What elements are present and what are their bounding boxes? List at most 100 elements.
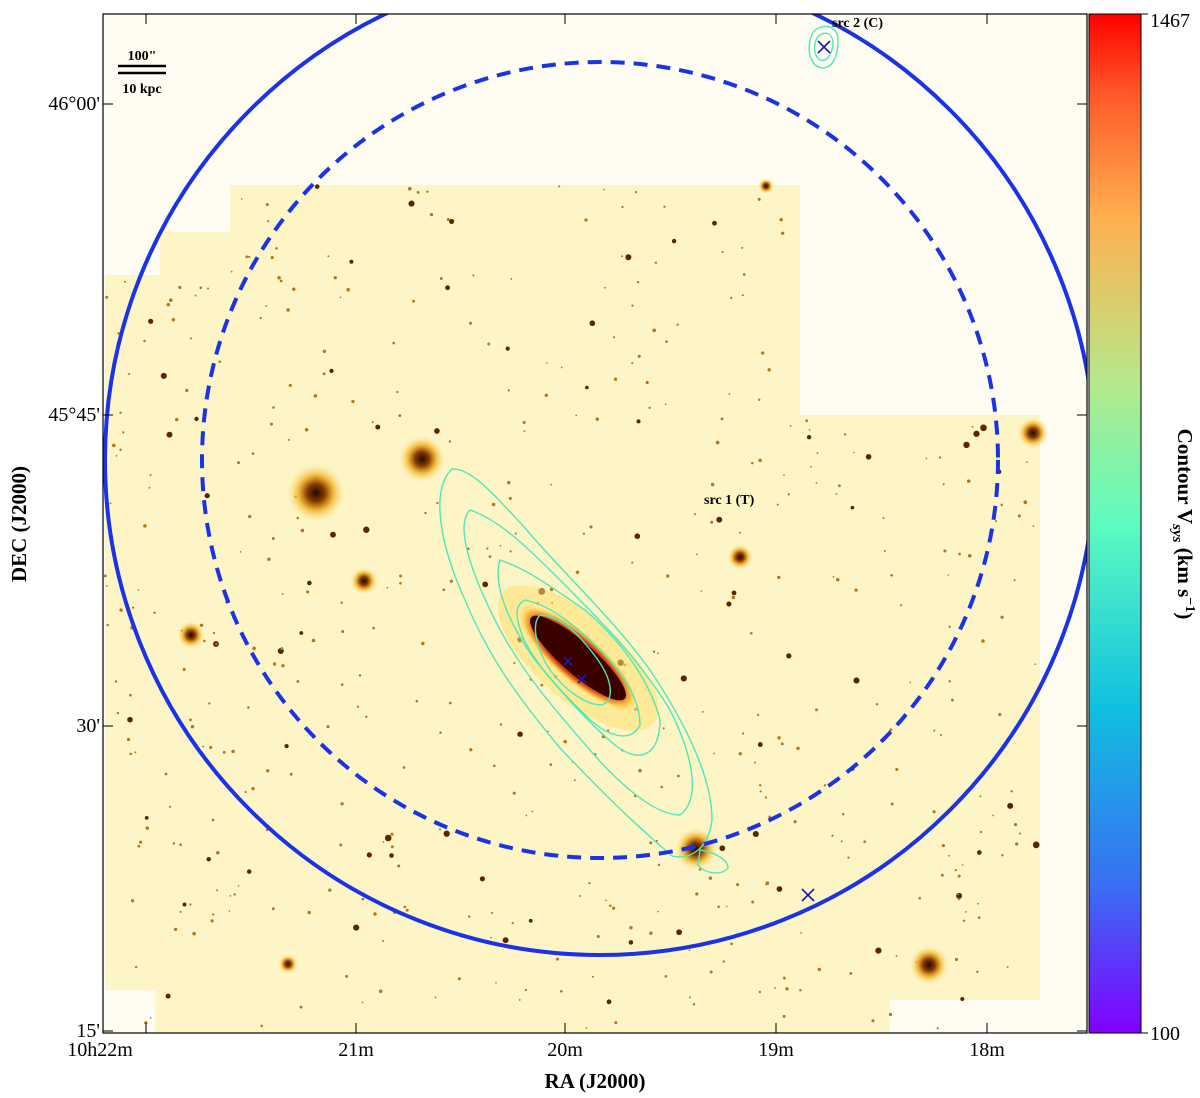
field-star [211,818,215,822]
scale-bar-physical: 10 kpc [122,82,161,97]
bright-star [286,463,346,523]
field-star [589,525,593,529]
field-star [105,295,109,299]
field-star [179,910,182,913]
field-star [523,430,526,433]
field-star [436,501,439,505]
field-star [311,638,316,643]
field-star [636,419,641,424]
field-star [973,430,980,437]
field-star [971,425,974,428]
field-star [185,388,189,393]
dec-tick-label: 15' [76,1020,100,1042]
field-star [606,999,612,1005]
field-star [918,896,921,900]
field-star [169,298,173,302]
field-star [189,718,192,722]
field-star [248,514,252,519]
field-star [961,864,964,866]
field-star [300,528,305,533]
field-star [994,520,997,523]
field-star [251,452,255,455]
field-star [954,957,959,962]
field-star [103,574,107,578]
field-star [390,832,394,836]
field-star [677,774,680,778]
field-star [701,710,704,713]
field-star [507,480,511,485]
bright-star [398,435,446,483]
field-star [662,727,665,730]
field-star [708,876,713,880]
field-star [789,425,792,427]
field-star [499,723,503,726]
field-star [757,742,763,748]
field-star [216,889,219,892]
field-star [634,190,638,194]
field-star [890,802,894,806]
field-star [730,942,733,946]
field-star [265,304,268,307]
field-star [832,576,835,578]
field-star [313,394,318,398]
field-star [279,279,283,283]
field-star [382,841,385,843]
field-star [585,385,589,390]
scale-bar: 100" 10 kpc [118,49,166,97]
field-star [208,702,211,705]
field-star [434,428,440,434]
field-star [836,578,840,582]
field-star [230,270,233,273]
field-star [396,390,399,394]
field-star [765,881,770,885]
field-star [613,377,618,381]
field-star [271,536,275,541]
field-star [751,461,754,465]
dec-tick-label: 30' [76,715,100,737]
field-star [513,662,516,665]
field-star [518,998,521,1001]
field-star [688,996,691,999]
field-star [964,911,967,913]
field-star [366,852,372,858]
field-star [726,601,732,607]
field-star [549,763,553,766]
field-star [449,579,453,583]
field-star [307,580,312,586]
field-star [631,362,634,365]
field-star [629,926,633,930]
field-star [356,705,360,708]
field-star [895,767,899,771]
field-star [717,905,720,909]
field-star [741,294,744,297]
field-star [838,484,841,488]
field-star [361,897,365,901]
field-star [595,417,600,421]
field-star [345,974,349,978]
field-star [956,892,963,899]
colorbar-ticks [1141,13,1148,1034]
field-star [358,674,362,677]
field-star [508,496,512,500]
field-star [779,218,783,222]
field-star [710,482,715,487]
source-marker [801,888,815,902]
field-star [882,517,885,520]
field-star [693,513,697,516]
field-star [752,830,759,838]
field-star [299,1005,303,1009]
field-star [153,611,156,614]
field-star [144,816,149,820]
field-star [248,255,251,259]
field-star [333,276,337,280]
field-star [800,932,802,934]
field-star [363,526,370,533]
field-star [649,841,653,845]
field-star [558,185,561,188]
field-star [676,323,679,326]
field-star [976,850,982,855]
field-star [487,342,491,346]
field-star [119,608,123,612]
field-star [621,255,624,258]
